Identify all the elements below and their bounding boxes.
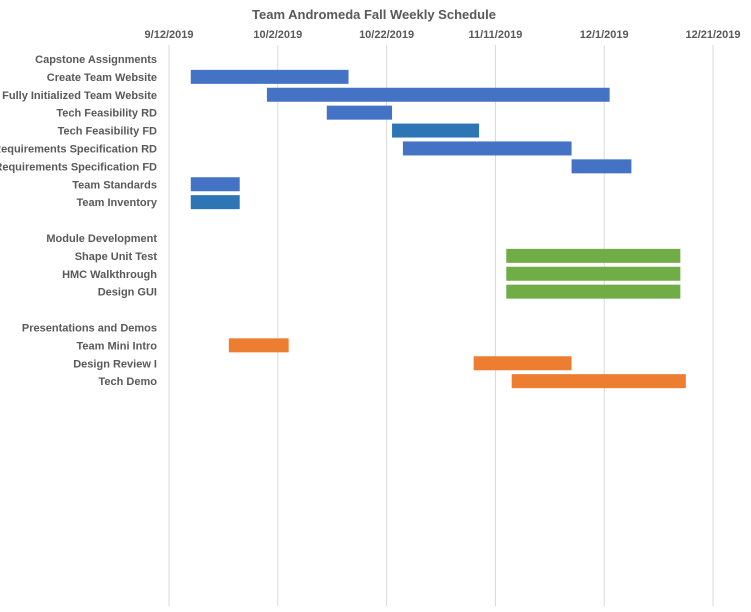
task-label: Capstone Assignments bbox=[35, 54, 157, 66]
task-label: Presentations and Demos bbox=[22, 322, 157, 334]
chart-title: Team Andromeda Fall Weekly Schedule bbox=[252, 7, 496, 22]
task-bars bbox=[190, 69, 686, 389]
task-bar bbox=[506, 284, 681, 299]
task-label: Fully Initialized Team Website bbox=[2, 90, 157, 102]
task-bar bbox=[473, 356, 572, 371]
task-label: Team Mini Intro bbox=[77, 340, 158, 352]
x-tick-label: 11/11/2019 bbox=[468, 29, 522, 41]
x-tick-label: 12/1/2019 bbox=[580, 29, 629, 41]
task-label: Tech Demo bbox=[99, 376, 158, 388]
task-bar bbox=[190, 195, 240, 210]
task-bar bbox=[190, 177, 240, 192]
task-label: Module Development bbox=[46, 233, 157, 245]
gridlines bbox=[168, 45, 714, 606]
x-tick-label: 10/2/2019 bbox=[253, 29, 302, 41]
task-labels: Capstone Assignments Create Team Website F… bbox=[0, 54, 158, 388]
task-label: Design GUI bbox=[98, 287, 157, 299]
task-label: Shape Unit Test bbox=[75, 251, 158, 263]
task-label: Design Review I bbox=[73, 358, 157, 370]
task-bar bbox=[190, 69, 349, 84]
task-bar bbox=[228, 338, 289, 353]
task-bar bbox=[511, 374, 686, 389]
task-bar bbox=[506, 266, 681, 281]
x-tick-label: 12/21/2019 bbox=[685, 29, 740, 41]
task-bar bbox=[266, 87, 610, 102]
task-label: HMC Walkthrough bbox=[62, 269, 157, 281]
task-label: Team Inventory bbox=[77, 197, 158, 209]
task-bar bbox=[326, 105, 393, 120]
x-tick-label: 9/12/2019 bbox=[145, 29, 194, 41]
task-bar bbox=[402, 141, 572, 156]
task-label: Requirements Specification FD bbox=[0, 161, 157, 173]
task-label: Tech Feasibility RD bbox=[56, 108, 157, 120]
task-bar bbox=[392, 123, 480, 138]
x-tick-label: 10/22/2019 bbox=[359, 29, 414, 41]
task-bar bbox=[506, 248, 681, 263]
x-axis-ticks: 9/12/2019 10/2/2019 10/22/2019 11/11/2019 12… bbox=[145, 29, 741, 41]
task-bar bbox=[571, 159, 632, 174]
task-label: Create Team Website bbox=[47, 72, 157, 84]
task-label: Team Standards bbox=[72, 179, 157, 191]
task-label: Tech Feasibility FD bbox=[58, 126, 157, 138]
task-label: Requirements Specification RD bbox=[0, 143, 157, 155]
